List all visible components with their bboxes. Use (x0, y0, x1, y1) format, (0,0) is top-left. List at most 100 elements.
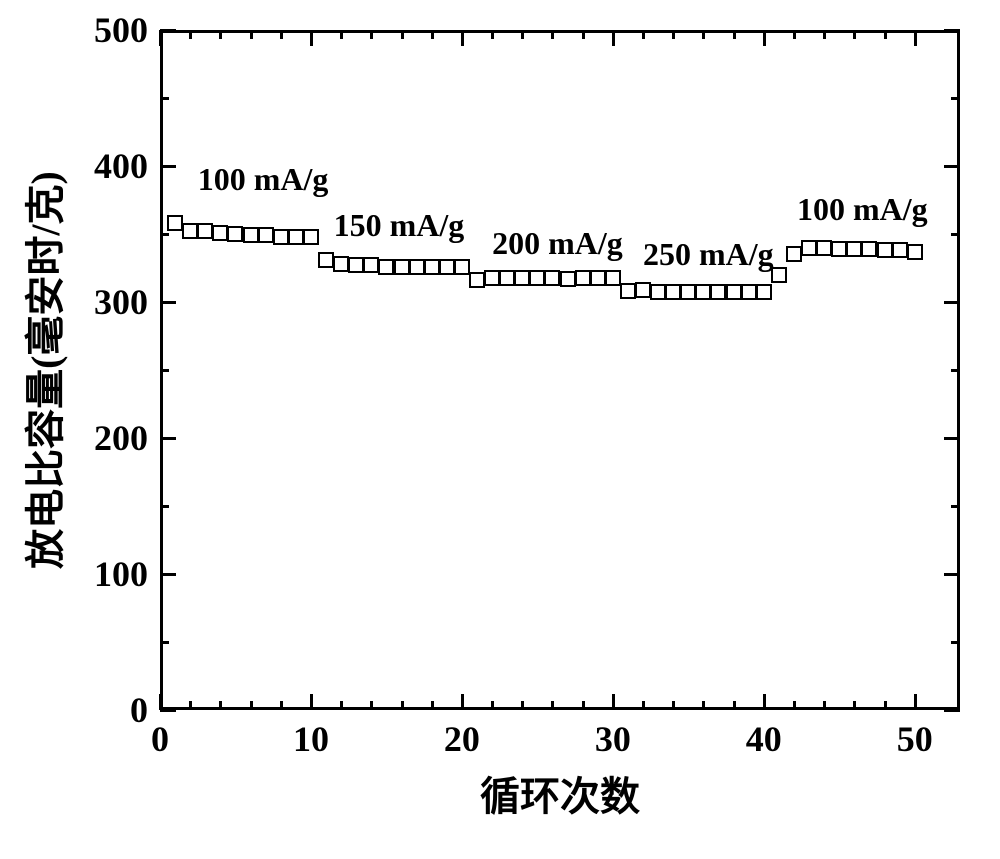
x-tick-top (884, 30, 887, 39)
rate-annotation: 100 mA/g (198, 161, 329, 198)
data-marker (167, 215, 183, 231)
y-tick (160, 709, 176, 712)
rate-annotation: 200 mA/g (492, 225, 623, 262)
y-axis-title: 放电比容量(毫安时/克) (13, 171, 71, 569)
data-marker (439, 259, 455, 275)
data-marker (409, 259, 425, 275)
x-tick-top (763, 30, 766, 46)
data-marker (620, 283, 636, 299)
data-marker (469, 272, 485, 288)
y-tick-right (951, 233, 960, 236)
x-tick (672, 701, 675, 710)
x-tick-top (219, 30, 222, 39)
data-marker (454, 259, 470, 275)
x-tick (823, 701, 826, 710)
rate-annotation: 100 mA/g (797, 191, 928, 228)
x-tick-top (491, 30, 494, 39)
data-marker (484, 270, 500, 286)
x-tick (612, 694, 615, 710)
y-tick-right (951, 505, 960, 508)
x-tick-top (280, 30, 283, 39)
x-tick-top (401, 30, 404, 39)
data-marker (786, 246, 802, 262)
y-tick-right (944, 29, 960, 32)
x-tick-top (642, 30, 645, 39)
data-marker (182, 223, 198, 239)
x-tick-top (702, 30, 705, 39)
x-tick-top (340, 30, 343, 39)
y-tick-label: 400 (94, 145, 148, 187)
x-tick (401, 701, 404, 710)
x-tick (431, 701, 434, 710)
rate-annotation: 150 mA/g (334, 207, 465, 244)
data-marker (273, 229, 289, 245)
x-tick-top (310, 30, 313, 46)
data-marker (258, 227, 274, 243)
data-marker (288, 229, 304, 245)
x-tick-top (914, 30, 917, 46)
y-tick-label: 0 (130, 689, 148, 731)
y-tick (160, 165, 176, 168)
y-tick (160, 29, 176, 32)
data-marker (741, 284, 757, 300)
y-tick-label: 100 (94, 553, 148, 595)
x-tick (763, 694, 766, 710)
data-marker (499, 270, 515, 286)
data-marker (756, 284, 772, 300)
x-tick (582, 701, 585, 710)
x-tick (733, 701, 736, 710)
y-tick-label: 200 (94, 417, 148, 459)
data-marker (831, 241, 847, 257)
x-tick-top (159, 30, 162, 46)
y-tick-right (944, 437, 960, 440)
x-tick-top (612, 30, 615, 46)
rate-capability-chart: 010203040500100200300400500循环次数放电比容量(毫安时… (0, 0, 1000, 859)
data-marker (801, 240, 817, 256)
x-tick (702, 701, 705, 710)
data-marker (348, 257, 364, 273)
x-tick (491, 701, 494, 710)
data-marker (635, 282, 651, 298)
data-marker (303, 229, 319, 245)
x-tick-top (551, 30, 554, 39)
y-tick (160, 233, 169, 236)
data-marker (907, 244, 923, 260)
data-marker (816, 240, 832, 256)
y-tick-label: 300 (94, 281, 148, 323)
x-tick-top (370, 30, 373, 39)
data-marker (227, 226, 243, 242)
y-tick-right (944, 573, 960, 576)
x-tick (219, 701, 222, 710)
y-tick-right (951, 369, 960, 372)
data-marker (544, 270, 560, 286)
x-tick-top (793, 30, 796, 39)
x-tick-top (461, 30, 464, 46)
x-tick-top (189, 30, 192, 39)
data-marker (605, 270, 621, 286)
y-tick (160, 301, 176, 304)
data-marker (680, 284, 696, 300)
x-tick (280, 701, 283, 710)
x-tick-label: 50 (897, 718, 933, 760)
x-tick (914, 694, 917, 710)
x-tick-top (672, 30, 675, 39)
x-tick-top (582, 30, 585, 39)
x-tick-top (733, 30, 736, 39)
data-marker (529, 270, 545, 286)
data-marker (243, 227, 259, 243)
data-marker (197, 223, 213, 239)
x-tick-top (431, 30, 434, 39)
data-marker (318, 252, 334, 268)
x-tick (189, 701, 192, 710)
x-tick (250, 701, 253, 710)
data-marker (514, 270, 530, 286)
x-tick (310, 694, 313, 710)
y-tick (160, 97, 169, 100)
x-tick (159, 694, 162, 710)
data-marker (560, 271, 576, 287)
x-tick (370, 701, 373, 710)
data-marker (363, 257, 379, 273)
x-tick (884, 701, 887, 710)
data-marker (892, 242, 908, 258)
x-tick (853, 701, 856, 710)
